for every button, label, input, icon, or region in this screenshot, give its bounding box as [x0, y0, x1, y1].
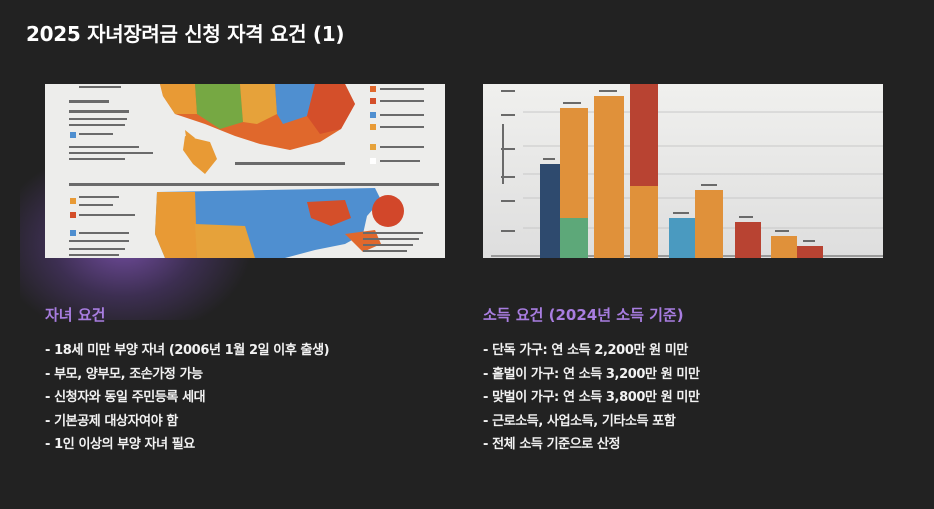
- page-title: 2025 자녀장려금 신청 자격 요건 (1): [26, 22, 345, 46]
- list-item: - 근로소득, 사업소득, 기타소득 포함: [483, 413, 676, 429]
- list-item: - 단독 가구: 연 소득 2,200만 원 미만: [483, 343, 688, 358]
- child-requirements-heading: 자녀 요건: [45, 306, 106, 324]
- list-item: - 맞벌이 가구: 연 소득 3,800만 원 미만: [483, 390, 700, 406]
- list-item: - 기본공제 대상자여야 함: [45, 413, 178, 429]
- list-item: - 1인 이상의 부양 자녀 필요: [45, 437, 195, 453]
- list-item: - 홑벌이 가구: 연 소득 3,200만 원 미만: [483, 366, 700, 382]
- list-item: - 부모, 양부모, 조손가정 가능: [45, 366, 203, 382]
- income-requirements-heading: 소득 요건 (2024년 소득 기준): [483, 306, 684, 324]
- us-map-infographic-image: [45, 84, 445, 258]
- child-requirements-list: - 18세 미만 부양 자녀 (2006년 1월 2일 이후 출생) - 부모,…: [45, 341, 330, 459]
- list-item: - 18세 미만 부양 자녀 (2006년 1월 2일 이후 출생): [45, 343, 330, 358]
- list-item: - 전체 소득 기준으로 산정: [483, 437, 621, 453]
- list-item: - 신청자와 동일 주민등록 세대: [45, 390, 206, 406]
- income-requirements-list: - 단독 가구: 연 소득 2,200만 원 미만 - 홑벌이 가구: 연 소득…: [483, 341, 700, 459]
- bar-chart-image: [483, 84, 883, 258]
